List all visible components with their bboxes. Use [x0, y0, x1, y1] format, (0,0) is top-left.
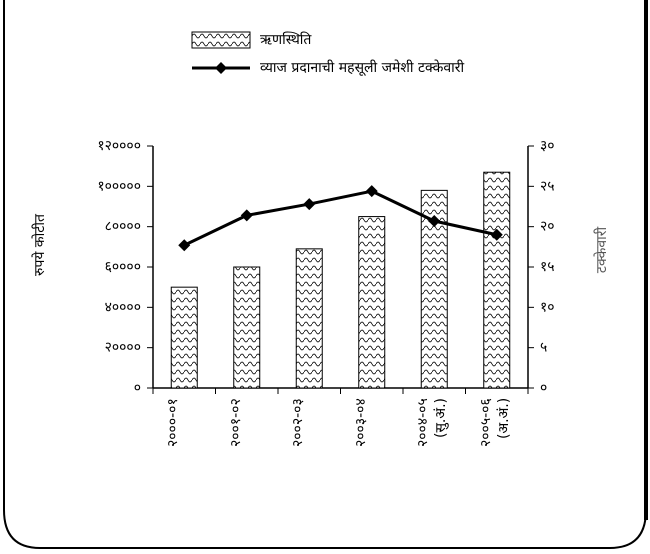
y-tick-label: ८००००: [105, 219, 141, 235]
x-tick-label: २००१-०२: [227, 398, 244, 447]
y2-axis-label: टक्केवारी: [593, 227, 610, 274]
y-tick-label: २००००: [105, 340, 141, 356]
legend-label: ऋणस्थिति: [260, 31, 312, 48]
x-tick-label: २००५-०६ (अ.अं.): [477, 398, 512, 447]
line: [183, 189, 498, 247]
y2-tick-label: ५: [540, 340, 547, 356]
y-axis-label: रुपये कोटीत: [31, 213, 48, 276]
x-tick-label: २०००-०१: [165, 398, 182, 447]
x-tick-label: २००३-०४: [352, 398, 369, 447]
y2-tick-label: २०: [540, 219, 555, 235]
bar: [358, 216, 386, 389]
bar: [483, 171, 511, 389]
legend-marker: [215, 62, 227, 74]
y-tick-label: १०००००: [97, 178, 141, 194]
point: [490, 228, 503, 241]
x-tick-label: २००४-०५ (सु.अं.): [415, 398, 450, 447]
bar: [170, 286, 198, 389]
point: [240, 209, 253, 222]
x-tick-label: २००२-०३: [290, 398, 307, 447]
y2-tick-label: ३०: [540, 138, 555, 154]
y2-tick-label: २५: [540, 178, 555, 194]
y-tick-label: १२००००: [97, 138, 141, 154]
bar: [233, 266, 261, 389]
point: [303, 198, 316, 211]
y2-tick-label: १५: [540, 259, 555, 275]
y-tick-label: ४००००: [105, 299, 141, 315]
y2-tick-label: ०: [540, 380, 547, 396]
frame: [3, 0, 647, 549]
y-tick-label: ०: [134, 380, 141, 396]
legend-swatch: [191, 31, 251, 49]
y-tick-label: ६००००: [105, 259, 141, 275]
y2-tick-label: १०: [540, 299, 555, 315]
legend-label: व्याज प्रदानाची महसूली जमेशी टक्केवारी: [260, 59, 465, 76]
point: [365, 185, 378, 198]
point: [178, 239, 191, 252]
point: [428, 215, 441, 228]
bar: [295, 248, 323, 389]
